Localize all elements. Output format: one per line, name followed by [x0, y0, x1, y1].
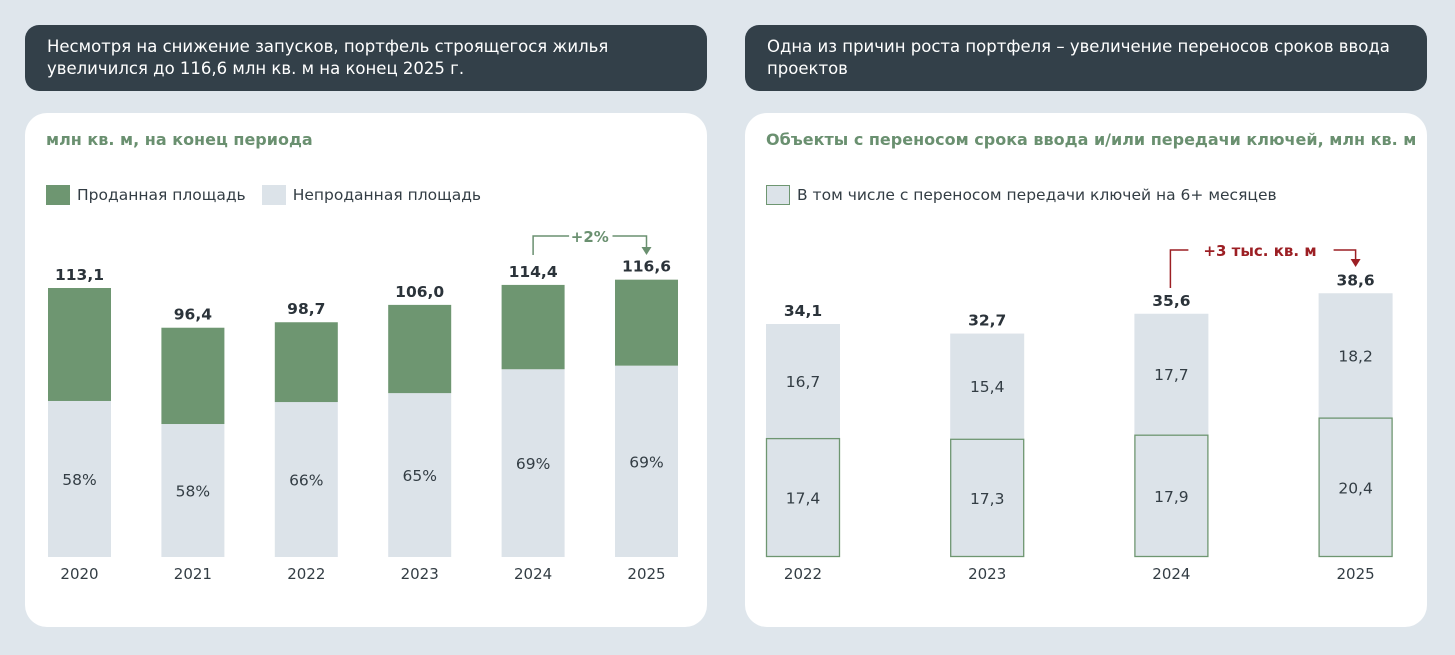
upper-value-2022: 16,7 [786, 373, 821, 391]
lower-value-2024: 17,9 [1154, 488, 1189, 506]
total-label-2025: 38,6 [1336, 271, 1374, 289]
upper-value-2025: 18,2 [1338, 347, 1373, 365]
left-chart-card [25, 113, 707, 627]
upper-value-2023: 15,4 [970, 378, 1005, 396]
growth-connector-left [1169, 249, 1189, 288]
bar-lower-2023 [950, 438, 1025, 558]
growth-arrowhead [641, 247, 652, 255]
legend-transfer-label: В том числе с переносом передачи ключей … [797, 186, 1277, 204]
bar-unsold-2024 [501, 369, 565, 557]
bar-lower-2024 [1134, 434, 1209, 558]
legend-sold-swatch [46, 185, 70, 205]
total-label-2020: 113,1 [55, 266, 104, 284]
bar-lower-2025 [1318, 417, 1393, 558]
share-label-2021: 58% [176, 483, 210, 501]
total-label-2024: 35,6 [1152, 292, 1190, 310]
bar-upper-2024 [1134, 313, 1209, 435]
x-tick-2024: 2024 [514, 565, 552, 583]
right-header: Одна из причин роста портфеля – увеличен… [745, 25, 1427, 91]
growth-annotation: +3 тыс. кв. м [1203, 242, 1316, 260]
total-label-2021: 96,4 [174, 306, 212, 324]
bar-sold-2024 [501, 284, 565, 370]
share-label-2020: 58% [62, 471, 96, 489]
x-tick-2023: 2023 [968, 565, 1006, 583]
x-tick-2022: 2022 [784, 565, 822, 583]
legend-transfer-swatch [766, 185, 790, 205]
bar-sold-2021 [161, 327, 225, 425]
x-tick-2025: 2025 [627, 565, 665, 583]
share-label-2022: 66% [289, 472, 323, 490]
right-chart-title: Объекты с переносом срока ввода и/или пе… [766, 130, 1417, 149]
x-tick-2023: 2023 [401, 565, 439, 583]
lower-value-2022: 17,4 [786, 490, 821, 508]
legend-sold-label: Проданная площадь [77, 186, 246, 204]
right-chart-card [745, 113, 1427, 627]
left-legend: Проданная площадь Непроданная площадь [46, 184, 481, 206]
bar-sold-2020 [48, 288, 111, 401]
right-legend: В том числе с переносом передачи ключей … [766, 184, 1277, 206]
bar-sold-2022 [274, 322, 338, 403]
legend-unsold-swatch [261, 185, 286, 205]
bar-sold-2023 [388, 304, 452, 394]
bar-unsold-2023 [388, 393, 452, 557]
growth-connector-left [532, 235, 570, 255]
growth-arrowhead [1350, 259, 1361, 267]
left-chart-title: млн кв. м, на конец периода [46, 130, 313, 149]
bar-unsold-2021 [161, 424, 225, 557]
bar-upper-2025 [1318, 293, 1393, 418]
x-tick-2022: 2022 [287, 565, 325, 583]
total-label-2023: 32,7 [968, 312, 1006, 330]
share-label-2024: 69% [516, 455, 550, 473]
total-label-2024: 114,4 [509, 263, 558, 281]
x-tick-2020: 2020 [60, 565, 98, 583]
total-label-2023: 106,0 [395, 283, 444, 301]
x-tick-2024: 2024 [1152, 565, 1190, 583]
left-header: Несмотря на снижение запусков, портфель … [25, 25, 707, 91]
total-label-2022: 98,7 [287, 300, 325, 318]
bar-unsold-2022 [274, 402, 338, 557]
x-tick-2021: 2021 [174, 565, 212, 583]
total-label-2022: 34,1 [784, 302, 822, 320]
growth-annotation: +2% [571, 228, 609, 246]
growth-connector-right [612, 235, 648, 250]
upper-value-2024: 17,7 [1154, 366, 1189, 384]
x-tick-2025: 2025 [1337, 565, 1375, 583]
growth-connector-right [1333, 249, 1357, 262]
bar-upper-2022 [766, 324, 840, 439]
lower-value-2023: 17,3 [970, 490, 1005, 508]
share-label-2023: 65% [402, 467, 436, 485]
bar-unsold-2025 [615, 365, 678, 557]
legend-unsold-label: Непроданная площадь [292, 186, 482, 204]
bar-lower-2022 [765, 437, 841, 558]
share-label-2025: 69% [629, 453, 663, 471]
bar-unsold-2020 [48, 400, 111, 557]
lower-value-2025: 20,4 [1338, 479, 1373, 497]
bar-sold-2025 [615, 279, 678, 366]
total-label-2025: 116,6 [622, 258, 671, 276]
bar-upper-2023 [950, 333, 1025, 439]
